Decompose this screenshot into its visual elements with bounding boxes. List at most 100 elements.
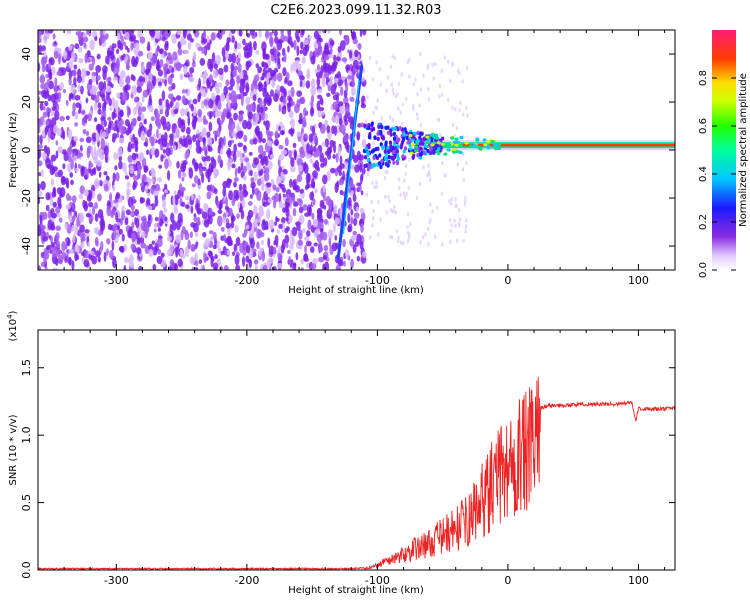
noise-blob (332, 101, 339, 111)
noise-blob (263, 81, 267, 92)
noise-blob (232, 130, 236, 138)
noise-blob (255, 112, 260, 123)
noise-blob (123, 41, 127, 47)
noise-blob (118, 76, 124, 88)
streak-core (342, 80, 360, 235)
noise-blob (49, 196, 54, 206)
noise-blob (81, 251, 85, 257)
noise-blob (134, 208, 140, 217)
noise-blob (254, 187, 260, 196)
noise-blob (140, 130, 146, 141)
onset-blob (363, 154, 368, 160)
noise-blob (126, 181, 131, 188)
noise-blob (331, 125, 336, 135)
noise-blob (86, 168, 89, 178)
noise-blob (125, 209, 131, 216)
noise-blob (211, 92, 216, 101)
noise-blob (150, 146, 156, 156)
noise-blob (182, 173, 187, 178)
noise-blob (167, 52, 171, 58)
noise-blob (96, 160, 103, 167)
noise-blob (238, 183, 243, 192)
noise-blob (181, 95, 186, 105)
noise-blob (63, 151, 69, 162)
noise-blob (40, 83, 46, 90)
noise-blob (147, 54, 151, 60)
noise-blob (208, 74, 213, 83)
noise-blob (148, 93, 152, 103)
noise-blob (39, 102, 44, 111)
y-scale-suffix: ) (8, 310, 19, 314)
noise-fringe (424, 232, 427, 237)
noise-fringe (448, 198, 451, 204)
noise-blob (341, 75, 346, 81)
noise-blob (278, 223, 283, 229)
noise-blob (318, 256, 324, 263)
noise-blob (134, 144, 139, 153)
noise-blob (335, 152, 339, 163)
noise-blob (267, 257, 274, 264)
noise-blob (103, 100, 107, 108)
noise-blob (89, 39, 96, 51)
noise-blob (203, 203, 208, 211)
noise-blob (177, 258, 183, 268)
noise-blob (53, 124, 58, 135)
y-tick-label: 1.0 (20, 426, 33, 444)
noise-blob (106, 238, 111, 245)
noise-blob (226, 249, 231, 256)
noise-fringe (456, 162, 459, 167)
noise-blob (180, 107, 186, 117)
onset-blob (377, 124, 381, 129)
noise-fringe (416, 92, 419, 97)
noise-blob (99, 179, 103, 187)
noise-blob (165, 59, 169, 65)
noise-blob (191, 61, 196, 68)
noise-fringe (461, 79, 464, 84)
carrier-jitter (459, 135, 464, 140)
onset-blob (419, 152, 423, 158)
noise-blob (319, 97, 324, 105)
carrier-jitter (482, 138, 487, 142)
noise-blob (132, 75, 136, 82)
noise-blob (93, 226, 100, 235)
noise-fringe (371, 180, 374, 186)
noise-blob (186, 111, 190, 118)
noise-fringe (387, 194, 390, 200)
noise-blob (182, 159, 188, 166)
noise-blob (236, 75, 240, 85)
noise-blob (299, 75, 305, 81)
noise-blob (210, 256, 215, 262)
noise-blob (82, 128, 87, 135)
noise-blob (258, 154, 263, 159)
noise-blob (310, 94, 315, 104)
onset-blob (402, 149, 406, 154)
noise-blob (237, 142, 244, 148)
noise-blob (146, 80, 152, 90)
noise-blob (337, 78, 343, 87)
noise-blob (52, 201, 57, 207)
noise-blob (93, 178, 100, 189)
noise-blob (199, 57, 206, 66)
noise-blob (227, 241, 233, 247)
noise-fringe (368, 235, 372, 240)
noise-blob (329, 139, 335, 148)
noise-blob (144, 184, 148, 193)
noise-blob (187, 99, 191, 106)
noise-blob (314, 47, 318, 57)
noise-blob (267, 160, 273, 170)
noise-blob (46, 244, 52, 250)
noise-blob (180, 229, 184, 241)
onset-blob (366, 150, 370, 156)
noise-blob (274, 138, 280, 147)
noise-blob (220, 250, 225, 256)
noise-blob (334, 182, 339, 194)
noise-blob (45, 204, 50, 212)
noise-blob (245, 224, 250, 230)
noise-blob (136, 86, 142, 94)
carrier-jitter (425, 135, 430, 139)
noise-blob (40, 224, 46, 231)
noise-blob (292, 142, 297, 149)
noise-fringe (366, 172, 370, 177)
noise-blob (331, 63, 336, 72)
noise-fringe (374, 105, 377, 111)
